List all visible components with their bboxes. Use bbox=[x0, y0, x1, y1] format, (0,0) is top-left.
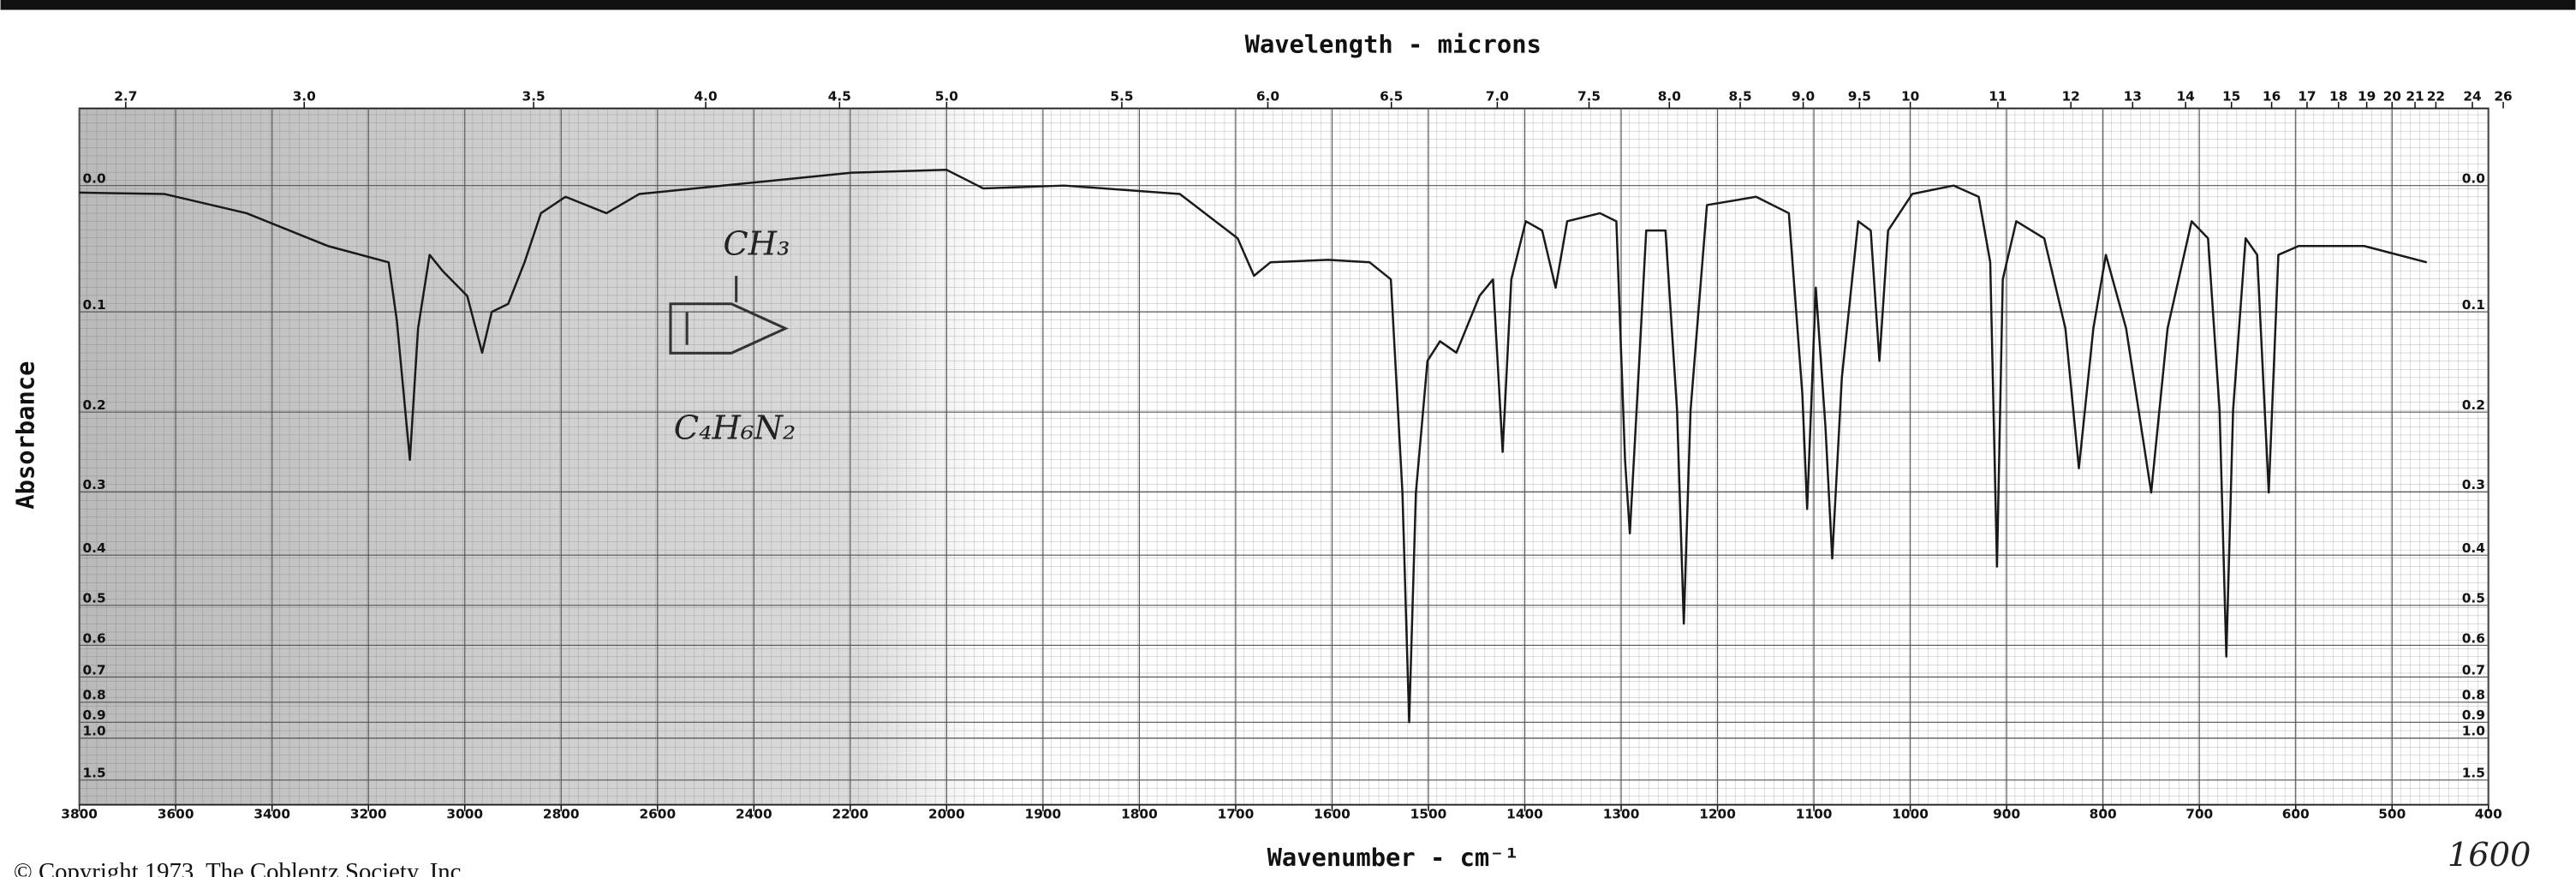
x2-tick-label: 20 bbox=[2383, 89, 2401, 104]
y-tick-label-right: 0.5 bbox=[2462, 591, 2485, 606]
x-tick-label: 3400 bbox=[253, 807, 290, 822]
x2-tick-label: 22 bbox=[2427, 89, 2445, 104]
x2-tick-label: 6.0 bbox=[1256, 89, 1279, 104]
spectrum-line bbox=[79, 169, 2428, 724]
marks bbox=[79, 169, 2428, 724]
y-tick-label: 0.7 bbox=[82, 662, 105, 677]
y-tick-label: 0.3 bbox=[82, 477, 105, 492]
x-tick-label: 2200 bbox=[832, 807, 869, 822]
y-tick-label-right: 0.7 bbox=[2462, 662, 2485, 677]
x-tick-label: 2000 bbox=[928, 807, 965, 822]
x2-tick-label: 24 bbox=[2463, 89, 2481, 104]
x-tick-label: 1400 bbox=[1506, 807, 1543, 822]
y-tick-label: 0.2 bbox=[82, 397, 105, 413]
x2-tick-label: 8.0 bbox=[1658, 89, 1681, 104]
x-tick-label: 3000 bbox=[446, 807, 483, 822]
y-tick-label: 1.0 bbox=[82, 724, 105, 739]
x-tick-label: 1900 bbox=[1025, 807, 1062, 822]
x2-tick-label: 18 bbox=[2329, 89, 2347, 104]
x2-tick-label: 7.5 bbox=[1577, 89, 1601, 104]
y-tick-label: 0.6 bbox=[82, 630, 105, 646]
y-tick-label-right: 0.9 bbox=[2462, 707, 2485, 723]
x-tick-label: 2600 bbox=[639, 807, 676, 822]
y-tick-label-right: 0.8 bbox=[2462, 688, 2485, 703]
x2-tick-label: 11 bbox=[1989, 89, 2007, 104]
x-tick-label: 1200 bbox=[1699, 807, 1736, 822]
x2-tick-label: 4.0 bbox=[694, 89, 717, 104]
x-tick-label: 3200 bbox=[350, 807, 387, 822]
y-tick-label: 1.5 bbox=[82, 766, 105, 781]
x2-tick-label: 9.0 bbox=[1792, 89, 1815, 104]
y-tick-label-right: 0.0 bbox=[2462, 171, 2485, 187]
x-tick-label: 700 bbox=[2185, 807, 2213, 822]
x-tick-label: 1600 bbox=[1314, 807, 1351, 822]
x-tick-label: 1000 bbox=[1892, 807, 1929, 822]
copyright: © Copyright 1973, The Coblentz Society, … bbox=[14, 858, 468, 877]
x-tick-label: 3600 bbox=[158, 807, 194, 822]
x-tick-label: 800 bbox=[2090, 807, 2117, 822]
x2-tick-label: 2.7 bbox=[114, 89, 137, 104]
y-tick-label: 0.9 bbox=[82, 707, 105, 723]
y-tick-label-right: 0.2 bbox=[2462, 397, 2485, 413]
x2-tick-label: 26 bbox=[2494, 89, 2512, 104]
scan-shading bbox=[79, 108, 999, 805]
x-tick-label: 1700 bbox=[1218, 807, 1255, 822]
x2-tick-label: 14 bbox=[2176, 89, 2194, 104]
x2-tick-label: 3.5 bbox=[522, 89, 546, 104]
top-axis-title: Wavelength - microns bbox=[1245, 30, 1541, 59]
y-tick-label: 0.8 bbox=[82, 688, 105, 703]
x-tick-label: 400 bbox=[2475, 807, 2502, 822]
y-tick-label: 0.4 bbox=[82, 540, 105, 556]
x2-tick-label: 19 bbox=[2358, 89, 2376, 104]
x-tick-label: 900 bbox=[1993, 807, 2020, 822]
x-tick-label: 2400 bbox=[736, 807, 772, 822]
grid: 0.0 0.0 0.1 0.1 0.2 0.2 0.3 0.3 0.4 0.4 0.5 0.5 0.6 0… bbox=[61, 89, 2512, 822]
handwritten-note: C₄H₆N₂ bbox=[674, 409, 796, 447]
x2-tick-label: 12 bbox=[2061, 89, 2079, 104]
x2-tick-label: 17 bbox=[2298, 89, 2316, 104]
x-tick-label: 1100 bbox=[1796, 807, 1833, 822]
y-tick-label: 0.0 bbox=[82, 171, 105, 187]
x-tick-label: 500 bbox=[2378, 807, 2406, 822]
y-axis-title: Absorbance bbox=[10, 361, 39, 510]
y-tick-label-right: 0.6 bbox=[2462, 630, 2485, 646]
x-tick-label: 2800 bbox=[543, 807, 580, 822]
y-tick-label-right: 1.5 bbox=[2462, 766, 2485, 781]
x-tick-label: 1800 bbox=[1121, 807, 1158, 822]
x2-tick-label: 13 bbox=[2124, 89, 2142, 104]
x2-tick-label: 8.5 bbox=[1728, 89, 1751, 104]
x2-tick-label: 15 bbox=[2222, 89, 2240, 104]
x2-tick-label: 21 bbox=[2406, 89, 2424, 104]
x2-tick-label: 5.5 bbox=[1110, 89, 1133, 104]
x2-tick-label: 10 bbox=[1901, 89, 1919, 104]
x2-tick-label: 6.5 bbox=[1380, 89, 1403, 104]
y-tick-label-right: 0.1 bbox=[2462, 297, 2485, 313]
handwritten-note: CH₃ bbox=[723, 225, 790, 264]
y-tick-label: 0.5 bbox=[82, 591, 105, 606]
structure-sketch bbox=[669, 276, 789, 355]
y-tick-label: 0.1 bbox=[82, 297, 105, 313]
x-tick-label: 1500 bbox=[1410, 807, 1447, 822]
x2-tick-label: 7.0 bbox=[1486, 89, 1509, 104]
x-tick-label: 1300 bbox=[1603, 807, 1640, 822]
bottom-axis-title: Wavenumber - cm⁻¹ bbox=[1267, 843, 1519, 872]
x2-tick-label: 16 bbox=[2263, 89, 2281, 104]
y-tick-label-right: 0.3 bbox=[2462, 477, 2485, 492]
y-tick-label-right: 0.4 bbox=[2462, 540, 2485, 556]
y-tick-label-right: 1.0 bbox=[2462, 724, 2485, 739]
handwritten-note: 1600 bbox=[2448, 836, 2531, 874]
x2-tick-label: 9.5 bbox=[1848, 89, 1871, 104]
x2-tick-label: 5.0 bbox=[935, 89, 958, 104]
x2-tick-label: 3.0 bbox=[293, 89, 316, 104]
x-tick-label: 3800 bbox=[61, 807, 98, 822]
x2-tick-label: 4.5 bbox=[828, 89, 851, 104]
scan-edge bbox=[0, 0, 2576, 10]
x-tick-label: 600 bbox=[2282, 807, 2310, 822]
